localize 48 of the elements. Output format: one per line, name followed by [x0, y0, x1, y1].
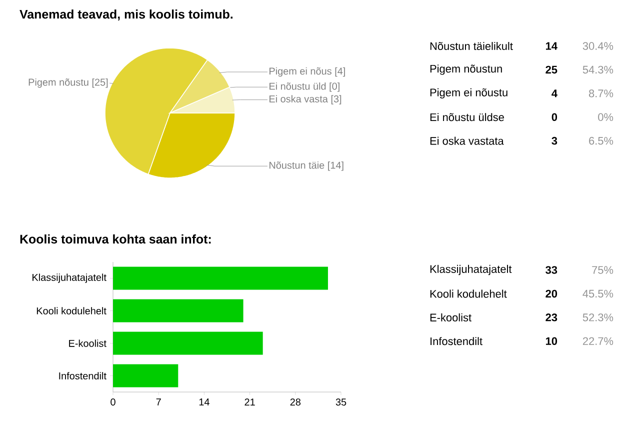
y-tick-label: Klassijuhatajatelt — [32, 274, 106, 283]
y-tick-label: E-koolist — [69, 340, 106, 347]
x-tick-label: 0 — [110, 398, 116, 406]
category-label: Pigem nõustun — [430, 64, 502, 75]
text: 45.5% — [582, 290, 614, 298]
data-label: 23 — [546, 314, 558, 322]
text: 22.7% — [582, 337, 614, 345]
data-label: 20 — [546, 290, 558, 298]
y-tick-label: Infostendilt — [59, 372, 106, 380]
slice-label: Ei oska vasta [3] — [270, 95, 342, 104]
x-tick-label: 14 — [199, 398, 210, 406]
category-label: Ei nõustu üldse — [430, 113, 504, 122]
text: 54.3% — [582, 66, 614, 74]
data-label: 0 — [552, 113, 558, 121]
category-label: Nõustun täielikult — [430, 42, 513, 50]
x-tick-label: 35 — [336, 398, 346, 406]
bar — [113, 364, 178, 388]
category-label: Infostendilt — [430, 337, 482, 346]
category-label: Klassijuhatajatelt — [430, 264, 512, 276]
bar — [113, 266, 328, 290]
chart-title: Vanemad teavad, mis koolis toimub. — [20, 10, 233, 20]
text: 8.7% — [588, 90, 614, 98]
text: 0% — [598, 113, 614, 121]
text: 52.3% — [582, 314, 614, 322]
chart-title: Koolis toimuva kohta saan infot: — [20, 234, 211, 244]
category-label: Kooli kodulehelt — [430, 290, 507, 298]
category-label: Pigem ei nõustu — [430, 88, 508, 98]
y-tick-label: Kooli kodulehelt — [36, 307, 106, 314]
data-label: 4 — [552, 90, 558, 98]
slice-label: Pigem ei nõus [4] — [270, 67, 345, 77]
category-label: Ei oska vastata — [430, 136, 504, 145]
text: 75% — [592, 266, 614, 274]
x-tick-label: 28 — [290, 398, 301, 406]
slice-label: Pigem nõustu [25] — [28, 78, 108, 88]
category-label: E-koolist — [430, 313, 472, 322]
data-label: 10 — [546, 337, 558, 345]
data-label: 3 — [552, 136, 558, 145]
x-tick-label: 7 — [156, 398, 161, 406]
data-label: 14 — [546, 42, 558, 50]
text: 6.5% — [589, 136, 614, 145]
bar — [113, 332, 263, 355]
x-tick-label: 21 — [244, 398, 255, 406]
bar — [113, 299, 244, 322]
text: 30.4% — [582, 42, 614, 50]
data-label: 25 — [546, 66, 558, 74]
data-label: 33 — [546, 266, 558, 274]
legend-label: Ei nõustu üld [0] — [270, 82, 340, 92]
slice-label: Nõustun täie [14] — [270, 161, 344, 171]
